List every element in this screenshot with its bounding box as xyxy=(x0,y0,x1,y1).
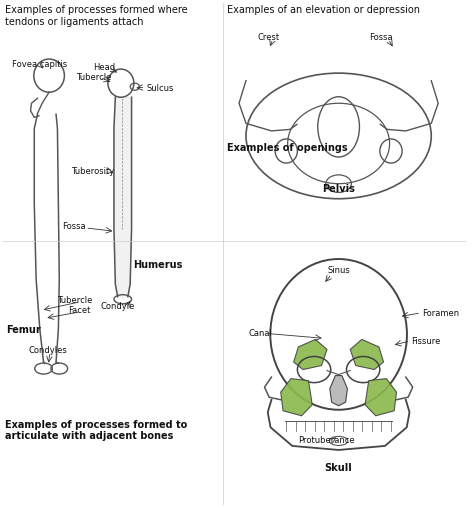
Text: Tuberosity: Tuberosity xyxy=(71,167,114,176)
Polygon shape xyxy=(280,378,312,416)
Text: Head: Head xyxy=(93,62,115,72)
Text: Sulcus: Sulcus xyxy=(146,84,174,92)
Text: Condyles: Condyles xyxy=(28,346,67,355)
Text: Tubercle: Tubercle xyxy=(57,296,93,305)
Polygon shape xyxy=(365,378,396,416)
Text: Fovea capitis: Fovea capitis xyxy=(12,60,67,69)
Polygon shape xyxy=(330,375,348,406)
Text: Fossa: Fossa xyxy=(62,222,86,231)
Text: Protuberance: Protuberance xyxy=(298,436,355,446)
Text: Foramen: Foramen xyxy=(422,309,459,318)
Polygon shape xyxy=(114,97,131,297)
Text: Crest: Crest xyxy=(258,34,280,43)
Polygon shape xyxy=(294,339,327,369)
Text: Tubercle: Tubercle xyxy=(76,73,111,82)
Text: Examples of processes formed to
articulate with adjacent bones: Examples of processes formed to articula… xyxy=(5,420,187,441)
Text: Condyle: Condyle xyxy=(101,302,135,311)
Polygon shape xyxy=(350,339,384,369)
Text: Canal: Canal xyxy=(248,329,272,338)
Text: Fissure: Fissure xyxy=(412,337,441,346)
Text: Examples of openings: Examples of openings xyxy=(228,143,348,153)
Text: Examples of an elevation or depression: Examples of an elevation or depression xyxy=(228,5,420,15)
Text: Femur: Femur xyxy=(7,325,41,335)
Text: Fossa: Fossa xyxy=(369,34,393,43)
Text: Facet: Facet xyxy=(68,306,90,315)
Text: Sinus: Sinus xyxy=(327,266,350,275)
Text: Skull: Skull xyxy=(325,463,352,472)
Text: Pelvis: Pelvis xyxy=(322,184,355,194)
Text: Humerus: Humerus xyxy=(133,260,183,270)
Text: Examples of processes formed where
tendons or ligaments attach: Examples of processes formed where tendo… xyxy=(5,5,188,27)
